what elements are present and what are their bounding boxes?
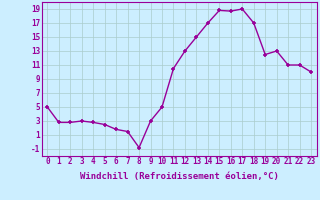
X-axis label: Windchill (Refroidissement éolien,°C): Windchill (Refroidissement éolien,°C) [80,172,279,181]
